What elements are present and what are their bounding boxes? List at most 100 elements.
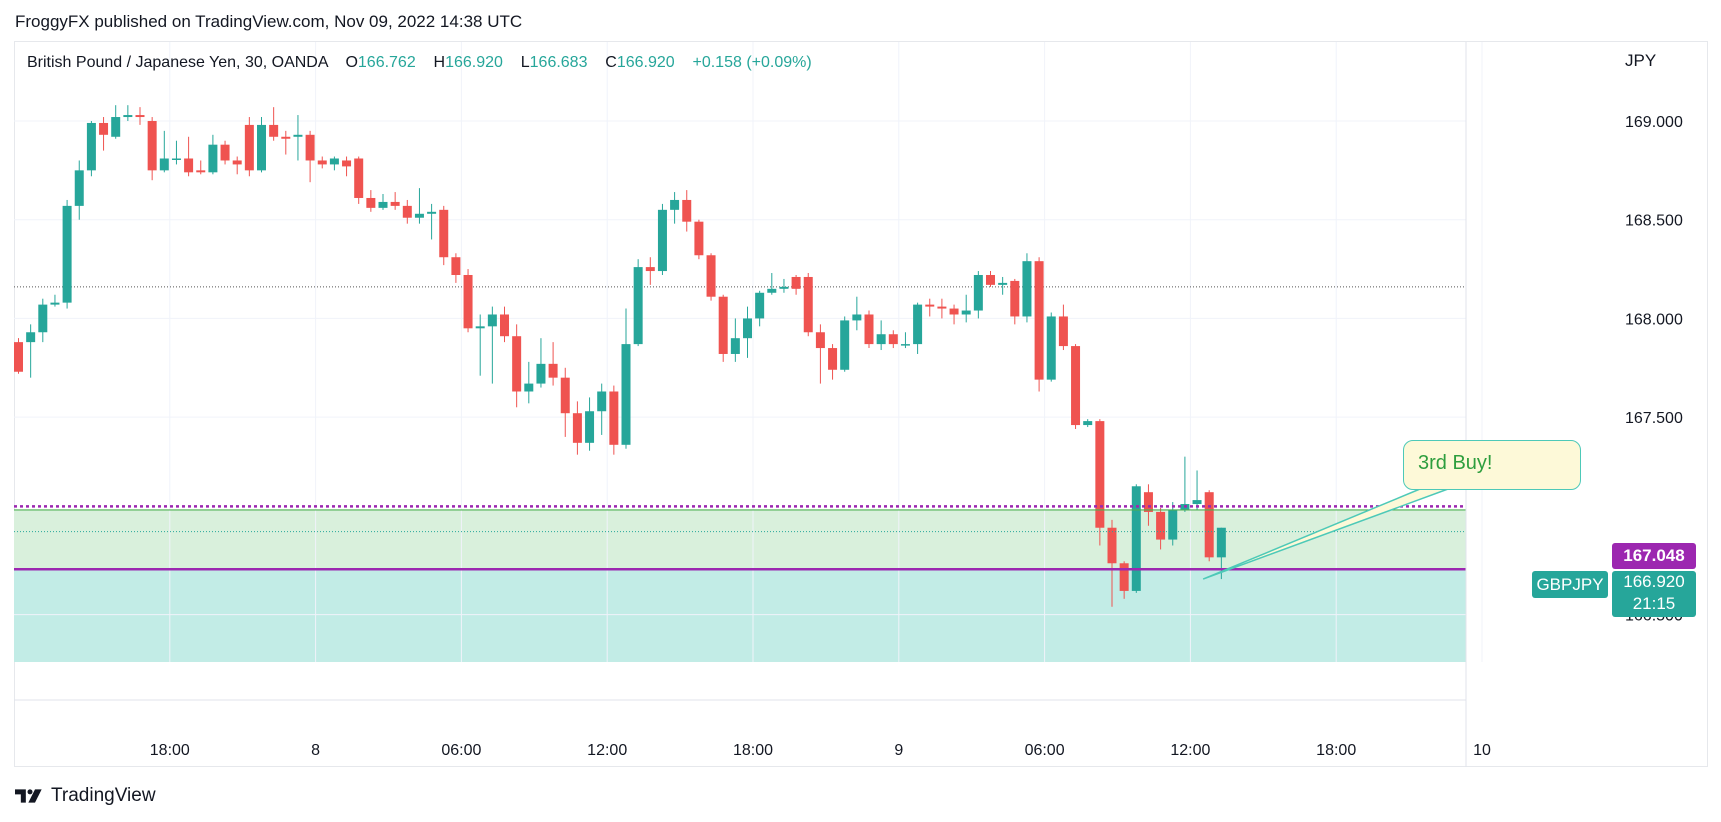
candle-down <box>815 332 825 349</box>
candle-down <box>828 348 838 370</box>
candle-up <box>536 363 546 384</box>
candle-up <box>767 288 777 293</box>
candle-up <box>329 158 339 165</box>
close-label: C <box>605 54 617 71</box>
candle-down <box>135 115 145 118</box>
tradingview-logo-icon <box>15 789 42 803</box>
footer-brand[interactable]: TradingView <box>15 785 156 807</box>
candle-up <box>123 115 133 118</box>
lower-zone <box>14 569 1466 662</box>
candle-down <box>791 276 801 289</box>
candle-up <box>414 213 424 218</box>
candle-up <box>585 411 595 443</box>
chart-frame[interactable] <box>14 41 1708 767</box>
candle-down <box>354 158 364 198</box>
last-price-value: 166.920 <box>1623 572 1685 591</box>
candle-down <box>390 201 400 206</box>
candle-up <box>779 286 789 289</box>
candle-down <box>366 197 376 208</box>
candle-up <box>900 344 910 346</box>
candle-up <box>208 144 218 173</box>
x-tick-label: 8 <box>311 742 320 759</box>
y-tick-label: 168.000 <box>1625 311 1683 328</box>
currency-label[interactable]: JPY <box>1625 51 1657 70</box>
candle-up <box>961 310 971 315</box>
candle-up <box>171 158 181 160</box>
candle-down <box>1143 492 1153 512</box>
candle-up <box>743 318 752 339</box>
candle-down <box>548 363 558 378</box>
x-tick-label: 06:00 <box>441 742 481 759</box>
y-tick-label: 169.000 <box>1625 114 1683 131</box>
candle-up <box>730 338 740 354</box>
candle-down <box>147 120 157 171</box>
candle-up <box>670 199 680 210</box>
candle-up <box>1168 509 1178 540</box>
candle-up <box>973 274 983 311</box>
candle-down <box>645 267 655 272</box>
candle-down <box>281 136 291 139</box>
candle-down <box>718 296 728 354</box>
candle-down <box>317 160 327 165</box>
publisher-line: FroggyFX published on TradingView.com, N… <box>15 12 523 31</box>
x-tick-label: 10 <box>1473 742 1491 759</box>
candle-down <box>342 160 352 167</box>
candle-up <box>1192 500 1202 505</box>
candle-down <box>232 160 242 165</box>
y-tick-label: 168.500 <box>1625 213 1683 230</box>
candle-up <box>257 124 266 171</box>
candle-down <box>572 413 582 443</box>
candle-down <box>1119 563 1129 591</box>
candle-down <box>949 308 959 315</box>
x-tick-label: 12:00 <box>587 742 627 759</box>
candle-up <box>621 344 631 445</box>
candle-down <box>14 342 23 372</box>
candle-up <box>1083 421 1093 426</box>
candle-down <box>1107 527 1117 564</box>
callout-note[interactable]: 3rd Buy! <box>1403 440 1581 490</box>
bar-countdown: 21:15 <box>1632 594 1676 613</box>
candle-down <box>1156 511 1166 540</box>
candle-up <box>86 122 96 171</box>
candle-up <box>26 332 36 343</box>
candle-down <box>402 205 412 218</box>
candle-down <box>706 255 716 297</box>
candle-up <box>1046 316 1056 380</box>
candle-up <box>840 320 850 370</box>
candle-up <box>487 314 497 327</box>
candle-down <box>1010 280 1020 317</box>
candle-down <box>682 199 692 222</box>
candle-down <box>937 306 947 309</box>
candle-up <box>427 211 437 214</box>
candle-down <box>986 274 995 285</box>
candle-up <box>755 292 765 319</box>
callout-text: 3rd Buy! <box>1418 452 1493 474</box>
candle-up <box>475 326 485 329</box>
candle-down <box>184 158 194 173</box>
legend-header: British Pound / Japanese Yen, 30, OANDA … <box>27 54 812 72</box>
candle-up <box>378 201 388 208</box>
x-tick-label: 06:00 <box>1025 742 1065 759</box>
close-value: 166.920 <box>616 54 675 71</box>
candle-up <box>1022 261 1032 317</box>
candle-up <box>998 282 1008 285</box>
candle-up <box>38 304 48 333</box>
candle-up <box>50 302 60 305</box>
candle-down <box>244 124 254 171</box>
candle-down <box>1034 261 1044 380</box>
symbol-title[interactable]: British Pound / Japanese Yen, 30, OANDA <box>27 54 328 71</box>
candle-down <box>220 144 230 161</box>
open-value: 166.762 <box>357 54 416 71</box>
candle-down <box>512 336 522 392</box>
candle-up <box>597 391 607 412</box>
candle-down <box>694 221 704 256</box>
candle-up <box>913 304 923 345</box>
ticker-tag: GBPJPY <box>1532 571 1608 598</box>
candle-down <box>925 304 935 307</box>
x-tick-label: 12:00 <box>1170 742 1210 759</box>
candle-down <box>864 314 874 345</box>
candle-up <box>62 205 72 303</box>
candle-down <box>99 122 109 135</box>
candle-up <box>633 267 643 345</box>
